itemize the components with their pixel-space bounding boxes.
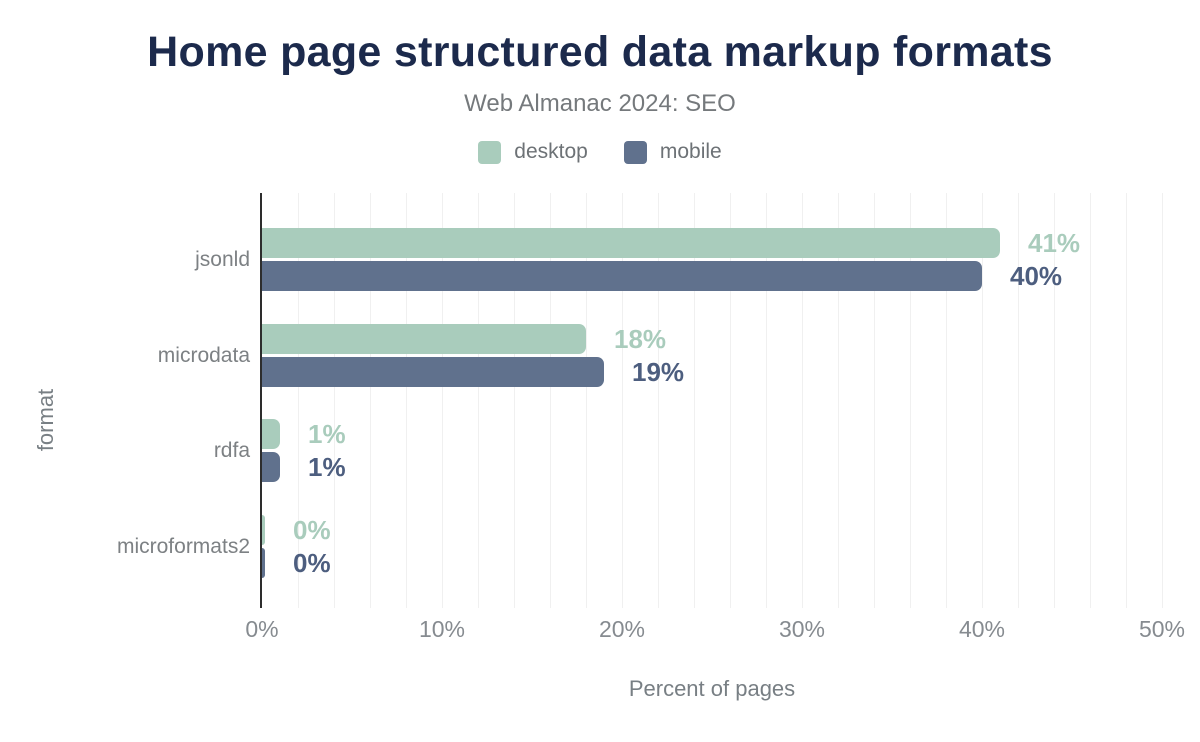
bar-desktop-microdata [262, 324, 586, 354]
x-tick-30%: 30% [778, 616, 826, 642]
gridline [514, 193, 515, 608]
desktop-swatch-icon [478, 140, 502, 164]
bar-row-mobile-rdfa: 1% [262, 452, 346, 482]
plot-area: 41% 40% 18% 19% 1% 1% 0% 0% [260, 193, 1163, 608]
value-label-desktop-jsonld: 41% [1028, 228, 1081, 258]
gridline [658, 193, 659, 608]
gridline [586, 193, 587, 608]
chart-title: Home page structured data markup formats [147, 28, 1053, 76]
bar-row-mobile-microformats2: 0% [262, 548, 331, 578]
value-label-mobile-jsonld: 40% [1010, 261, 1063, 291]
gridline [730, 193, 731, 608]
mobile-swatch-icon [623, 140, 647, 164]
chart-subtitle: Web Almanac 2024: SEO [464, 90, 736, 117]
bar-desktop-microformats2 [262, 515, 265, 545]
gridline [1162, 193, 1163, 608]
gridline [550, 193, 551, 608]
bar-row-mobile-microdata: 19% [262, 357, 684, 387]
bar-mobile-microformats2 [262, 548, 265, 578]
value-label-desktop-rdfa: 1% [308, 419, 346, 449]
x-tick-10%: 10% [418, 616, 466, 642]
gridline [802, 193, 803, 608]
gridline [1018, 193, 1019, 608]
bar-row-desktop-jsonld: 41% [262, 228, 1080, 258]
x-tick-40%: 40% [958, 616, 1006, 642]
x-tick-50%: 50% [1138, 616, 1186, 642]
category-label-microdata: microdata [157, 343, 250, 367]
gridline [874, 193, 875, 608]
value-label-mobile-microdata: 19% [632, 357, 685, 387]
x-axis-title: Percent of pages [628, 676, 796, 701]
category-label-microformats2: microformats2 [116, 534, 250, 558]
x-tick-20%: 20% [598, 616, 646, 642]
bar-row-desktop-microdata: 18% [262, 324, 666, 354]
gridline [1090, 193, 1091, 608]
bar-desktop-rdfa [262, 419, 280, 449]
gridline [694, 193, 695, 608]
gridline [838, 193, 839, 608]
gridline [946, 193, 947, 608]
legend-item-desktop: desktop [478, 140, 588, 164]
gridline [982, 193, 983, 608]
bar-mobile-jsonld [262, 261, 982, 291]
gridline [766, 193, 767, 608]
value-label-desktop-microdata: 18% [614, 324, 667, 354]
bar-row-mobile-jsonld: 40% [262, 261, 1062, 291]
gridline [478, 193, 479, 608]
gridline [406, 193, 407, 608]
value-label-mobile-rdfa: 1% [308, 452, 346, 482]
bar-desktop-jsonld [262, 228, 1000, 258]
category-label-jsonld: jsonld [195, 247, 250, 271]
bar-mobile-microdata [262, 357, 604, 387]
gridline [910, 193, 911, 608]
category-label-rdfa: rdfa [213, 438, 250, 462]
gridline [442, 193, 443, 608]
bar-row-desktop-microformats2: 0% [262, 515, 331, 545]
gridline [1126, 193, 1127, 608]
gridline [298, 193, 299, 608]
gridline [370, 193, 371, 608]
legend-label-mobile: mobile [659, 140, 722, 163]
legend: desktop mobile [0, 140, 1200, 164]
bar-row-desktop-rdfa: 1% [262, 419, 346, 449]
gridline [334, 193, 335, 608]
bar-mobile-rdfa [262, 452, 280, 482]
value-label-desktop-microformats2: 0% [293, 515, 331, 545]
legend-label-desktop: desktop [514, 140, 588, 163]
y-axis-line [260, 193, 262, 608]
gridline [1054, 193, 1055, 608]
x-tick-0%: 0% [245, 616, 279, 642]
value-label-mobile-microformats2: 0% [293, 548, 331, 578]
gridline [622, 193, 623, 608]
legend-item-mobile: mobile [623, 140, 722, 164]
